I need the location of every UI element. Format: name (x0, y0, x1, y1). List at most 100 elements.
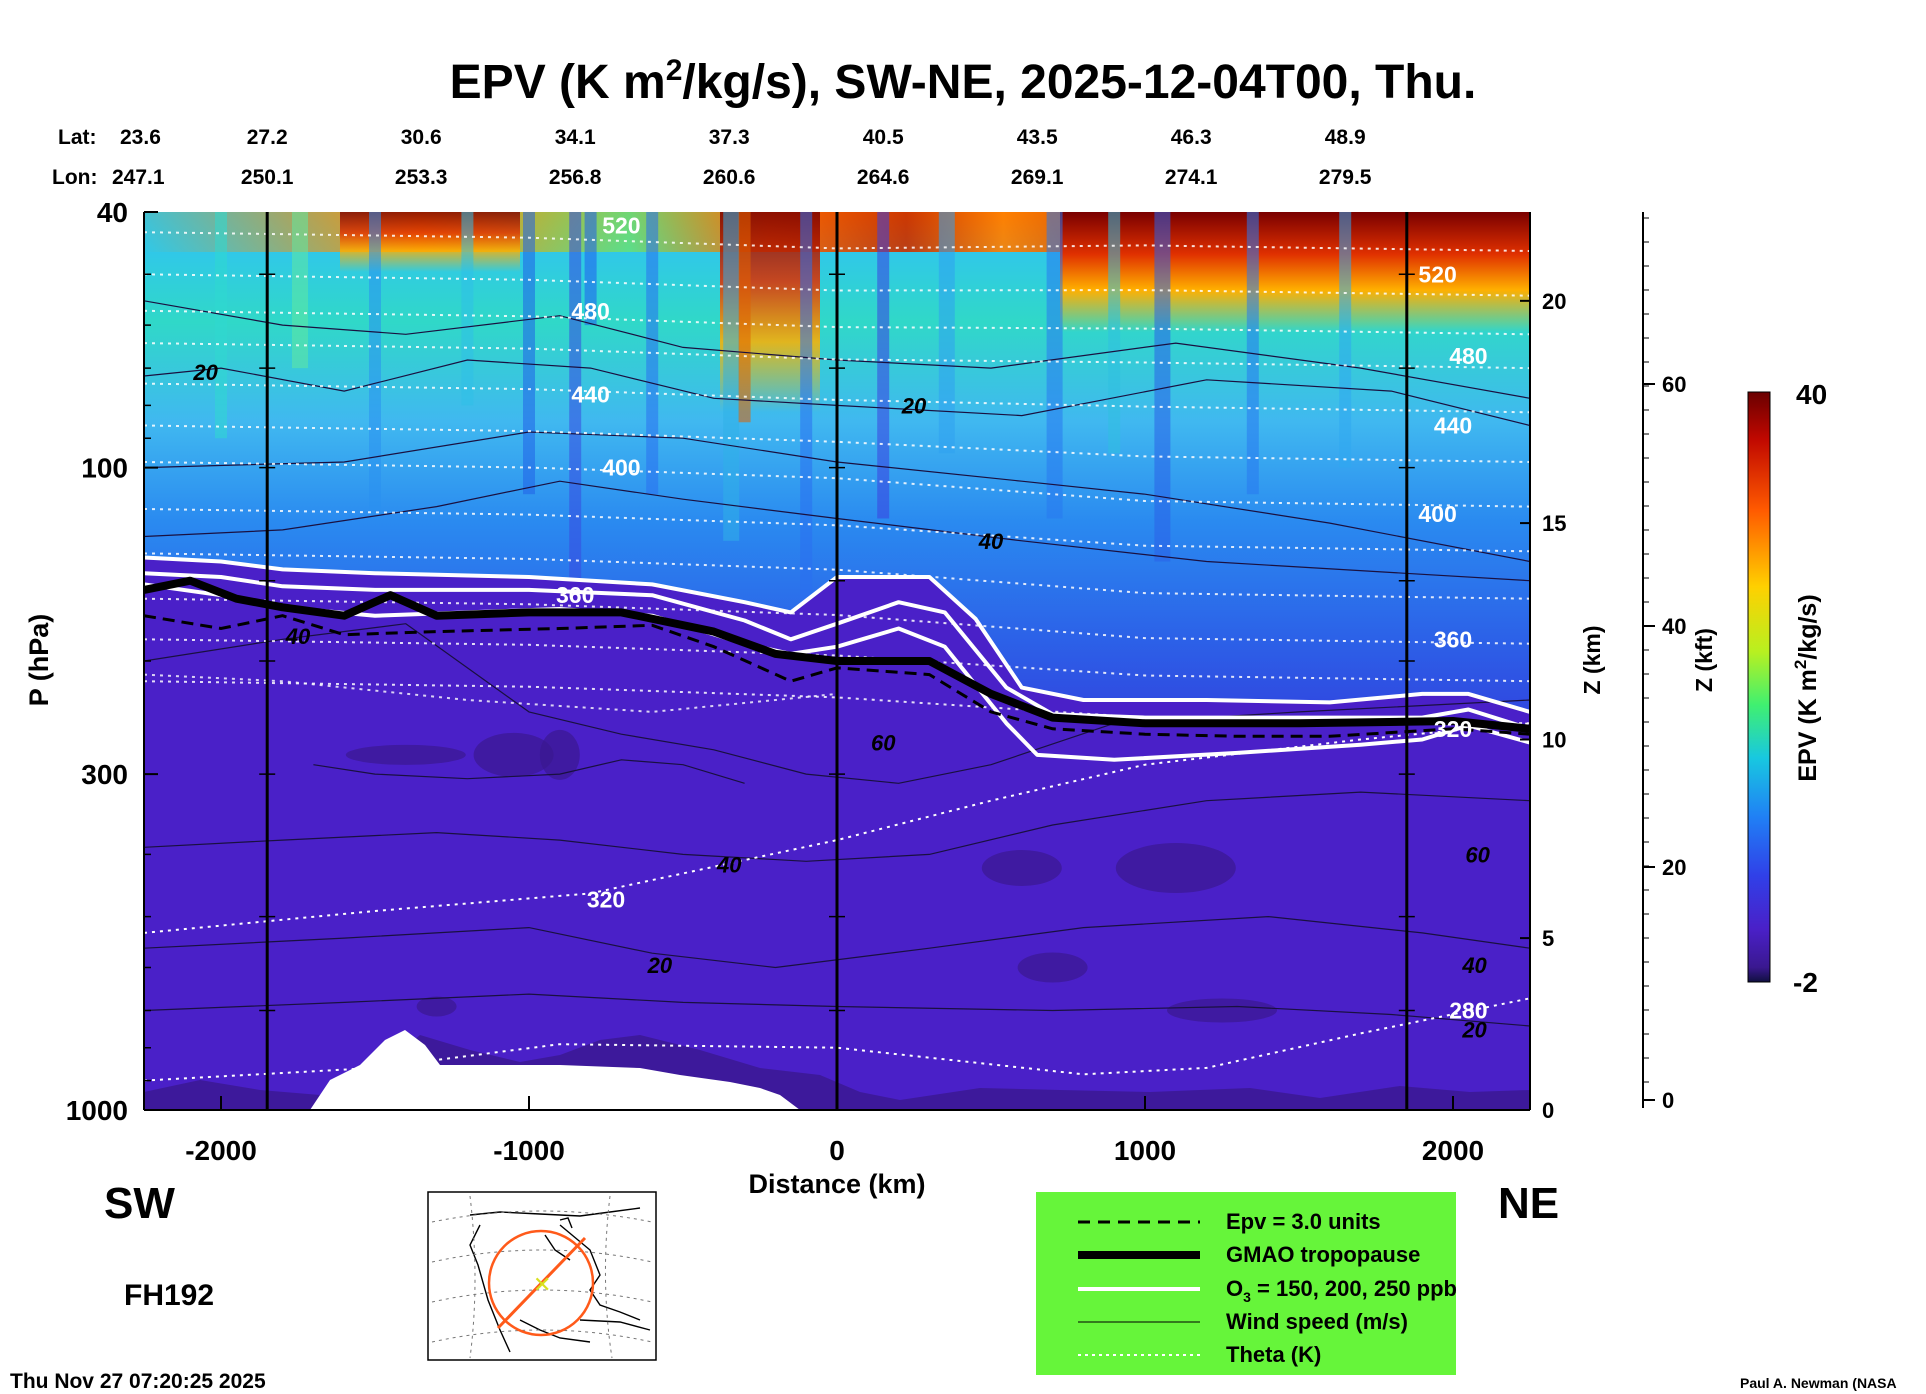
x-tick-label: 0 (829, 1135, 845, 1166)
dark-patch (1115, 842, 1236, 893)
legend-label-tropopause: GMAO tropopause (1226, 1242, 1420, 1267)
legend-label-epv: Epv = 3.0 units (1226, 1209, 1381, 1234)
streak (1339, 212, 1352, 468)
z-kft-tick-label: 40 (1662, 614, 1686, 639)
theta-label: 480 (571, 298, 609, 324)
theta-label: 320 (587, 886, 625, 912)
wind-line (144, 300, 1530, 399)
wind-labels: 20 40 20 40 60 40 20 60 40 20 (192, 360, 1490, 1043)
legend-label-wind: Wind speed (m/s) (1226, 1309, 1408, 1334)
colorbar-min: -2 (1793, 967, 1818, 998)
streaks (215, 212, 1352, 599)
dark-patches (345, 729, 1277, 1023)
lon-label: Lon: (52, 166, 97, 189)
plot-area: 520480440400360320520480440400360320280 … (144, 212, 1530, 1110)
lat-value: 30.6 (401, 126, 442, 149)
theta-label: 280 (1449, 997, 1487, 1023)
streak (723, 212, 740, 541)
wind-label: 40 (978, 529, 1004, 554)
wind-line (144, 480, 1530, 582)
wind-label: 40 (285, 624, 311, 649)
theta-line (144, 638, 1530, 683)
lat-value: 23.6 (120, 126, 161, 149)
lat-value: 43.5 (1017, 126, 1058, 149)
streak (369, 212, 381, 519)
z-km-ticks: 0 5 10 15 20 (1520, 289, 1566, 1123)
legend-label-theta: Theta (K) (1226, 1342, 1321, 1367)
y-tick-label: 100 (81, 453, 128, 484)
colorbar-label: EPV (K m2/kg/s) (1791, 594, 1822, 781)
wind-label: 60 (871, 731, 896, 756)
streak (569, 212, 582, 581)
lat-lon-values: 23.6 27.2 30.6 34.1 37.3 40.5 43.5 46.3 48.9 247.… (112, 126, 1372, 189)
dark-patch (416, 996, 457, 1017)
x-tick-label: -1000 (493, 1135, 565, 1166)
theta-label: 440 (1434, 413, 1472, 439)
x-tick-label: -2000 (185, 1135, 257, 1166)
chart-title: EPV (K m2/kg/s), SW-NE, 2025-12-04T00, T… (450, 54, 1477, 109)
o3-contours (144, 555, 1530, 762)
wind-line (313, 759, 745, 784)
streak (461, 212, 474, 406)
center-marker: ✕ (533, 1273, 551, 1298)
x-tick-label: 2000 (1422, 1135, 1484, 1166)
y-axis-label: P (hPa) (24, 614, 54, 707)
wind-line (144, 915, 1530, 969)
lat-value: 46.3 (1171, 126, 1212, 149)
legend: Epv = 3.0 units GMAO tropopause O3 = 150… (1036, 1192, 1457, 1375)
z-km-label: Z (km) (1579, 626, 1605, 695)
streak (1108, 212, 1121, 454)
warm-region-ne (1060, 212, 1530, 332)
lake-outline (559, 1217, 573, 1229)
lon-value: 256.8 (549, 166, 602, 189)
wind-label: 20 (647, 953, 673, 978)
sw-label: SW (104, 1179, 175, 1228)
theta-label: 440 (571, 382, 609, 408)
y-tick-label: 40 (97, 197, 128, 228)
timestamp: Thu Nov 27 07:20:25 2025 (10, 1370, 266, 1393)
theta-line (144, 461, 1530, 508)
z-kft-label: Z (kft) (1691, 628, 1717, 692)
credit: Paul A. Newman (NASA (1740, 1375, 1897, 1391)
colorbar-max: 40 (1796, 379, 1827, 410)
z-kft-ticks: 0 20 40 60 (1643, 217, 1686, 1113)
theta-line (144, 382, 1530, 414)
inset-map: ✕ (427, 1191, 657, 1361)
lat-value: 37.3 (709, 126, 750, 149)
lat-value: 27.2 (247, 126, 288, 149)
range-circle (487, 1229, 595, 1337)
theta-line (144, 552, 1530, 600)
wind-line (144, 791, 1530, 862)
x-axis-label: Distance (km) (748, 1169, 925, 1199)
streak (523, 212, 535, 495)
theta-label: 360 (1434, 626, 1472, 652)
y-tick-label: 300 (81, 759, 128, 790)
wind-label: 40 (1461, 953, 1487, 978)
theta-line (144, 424, 1530, 463)
dark-patch (981, 849, 1062, 886)
lon-value: 260.6 (703, 166, 756, 189)
theta-line (144, 997, 1530, 1082)
z-km-tick-label: 5 (1542, 926, 1554, 951)
dark-patch (1017, 952, 1088, 983)
section-path (496, 1236, 587, 1330)
wind-label: 20 (901, 393, 927, 418)
z-km-tick-label: 0 (1542, 1098, 1554, 1123)
o3-line-150 (144, 555, 1530, 714)
streak (292, 212, 308, 369)
x-ticks: -2000 -1000 0 1000 2000 (185, 1096, 1484, 1166)
x-tick-label: 1000 (1114, 1135, 1176, 1166)
theta-label: 400 (602, 455, 640, 481)
z-kft-tick-label: 0 (1662, 1088, 1674, 1113)
z-km-tick-label: 20 (1542, 289, 1566, 314)
streak (1154, 212, 1171, 562)
z-km-tick-label: 10 (1542, 728, 1566, 753)
streak (877, 212, 890, 519)
z-kft-tick-label: 60 (1662, 372, 1686, 397)
streak (800, 212, 813, 599)
wind-label: 20 (1461, 1018, 1487, 1043)
lat-value: 48.9 (1325, 126, 1366, 149)
lat-label: Lat: (58, 126, 97, 149)
y-ticks: 40 100 300 1000 (66, 197, 158, 1126)
